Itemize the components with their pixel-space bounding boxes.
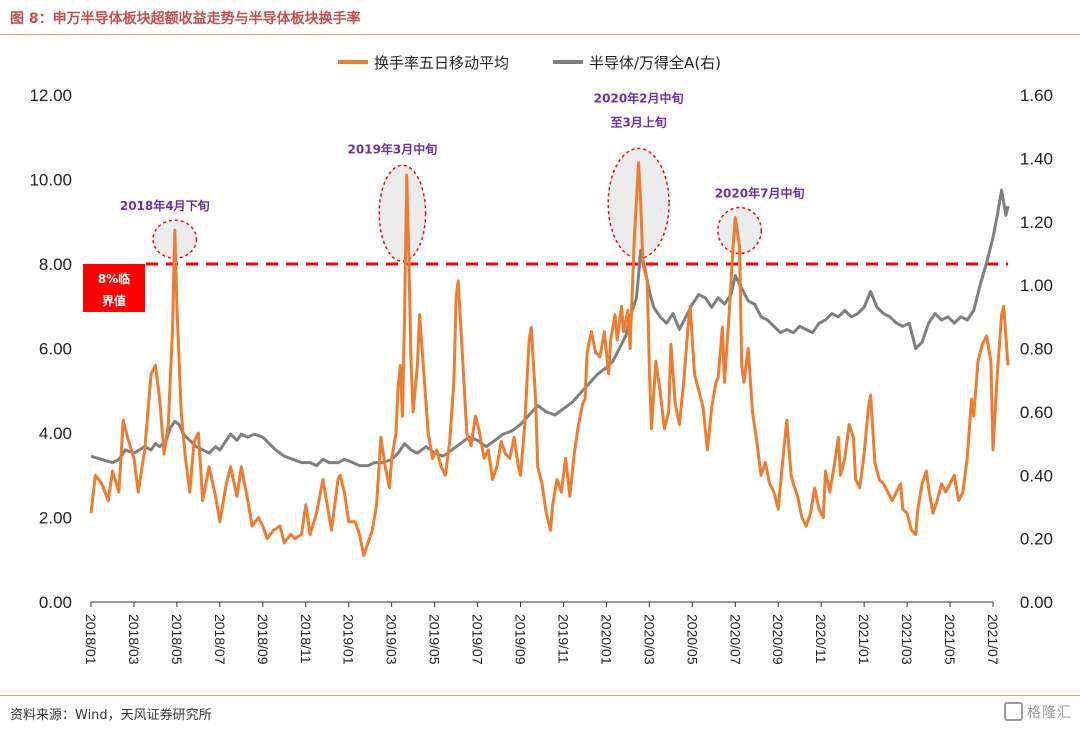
x-tick-label: 2019/03 <box>384 614 400 665</box>
x-tick-label: 2019/09 <box>513 614 529 665</box>
annotation-label: 2019年3月中旬 <box>348 141 438 156</box>
y-left-tick-label: 12.00 <box>29 86 72 105</box>
threshold-label-text: 8%临 <box>98 271 130 286</box>
highlight-ellipse <box>378 164 427 263</box>
y-left-tick-label: 0.00 <box>39 593 72 612</box>
x-tick-label: 2018/07 <box>212 614 228 665</box>
annotation-label: 2018年4月下旬 <box>120 198 210 213</box>
bottom-divider <box>0 695 1080 696</box>
x-tick-label: 2018/09 <box>255 614 271 665</box>
x-tick-label: 2018/05 <box>169 614 185 665</box>
x-tick-label: 2018/11 <box>298 614 314 664</box>
watermark-logo-icon <box>1004 702 1023 721</box>
x-tick-label: 2021/07 <box>985 614 1001 665</box>
watermark-text: 格隆汇 <box>1027 705 1072 721</box>
legend-label: 换手率五日移动平均 <box>374 54 509 72</box>
x-tick-label: 2018/01 <box>83 614 99 665</box>
annotation-label: 至3月上旬 <box>610 114 666 129</box>
x-tick-label: 2020/07 <box>727 614 743 665</box>
threshold-label-box <box>83 264 145 312</box>
x-tick-label: 2020/03 <box>641 614 657 665</box>
y-right-tick-label: 0.80 <box>1020 340 1053 359</box>
x-tick-label: 2021/01 <box>856 614 872 665</box>
source-note: 资料来源：Wind，天风证券研究所 <box>10 708 212 723</box>
y-right-tick-label: 0.00 <box>1020 593 1053 612</box>
chart-axes: 2018/01 2018/03 2018/05 2018/07 2018/09 2018/… <box>29 86 1053 665</box>
y-right-tick-label: 0.40 <box>1020 466 1053 485</box>
series-line-relative-strength <box>90 188 1010 468</box>
x-tick-label: 2020/11 <box>813 614 829 664</box>
annotation-label: 2020年7月中旬 <box>715 186 805 201</box>
y-right-tick-label: 0.20 <box>1020 530 1053 549</box>
y-left-tick-label: 10.00 <box>29 171 72 190</box>
x-tick-label: 2021/03 <box>899 614 915 665</box>
series-line-turnover <box>89 161 1010 557</box>
annotation-label: 2020年2月中旬 <box>594 90 684 105</box>
y-right-tick-label: 1.20 <box>1020 213 1053 232</box>
x-tick-label: 2020/05 <box>684 614 700 665</box>
y-left-tick-label: 8.00 <box>39 255 72 274</box>
series-lines <box>89 161 1010 557</box>
figure-title: 图 8：申万半导体板块超额收益走势与半导体板块换手率 <box>10 11 361 27</box>
x-tick-label: 2019/07 <box>470 614 486 665</box>
highlight-ellipse <box>717 206 763 255</box>
threshold-label-text: 界值 <box>102 293 126 308</box>
top-divider <box>0 34 1080 35</box>
x-tick-label: 2020/01 <box>598 614 614 665</box>
y-left-tick-label: 4.00 <box>39 424 72 443</box>
y-right-tick-label: 1.60 <box>1020 86 1053 105</box>
x-tick-label: 2019/11 <box>555 614 571 664</box>
legend-label: 半导体/万得全A(右) <box>589 54 721 72</box>
x-tick-label: 2019/01 <box>341 614 357 665</box>
watermark: 格隆汇 <box>1004 702 1072 722</box>
x-tick-label: 2018/03 <box>126 614 142 665</box>
legend: 换手率五日移动平均 半导体/万得全A(右) <box>338 54 721 72</box>
threshold-group: 8%临界值 <box>83 262 1008 312</box>
y-left-tick-label: 2.00 <box>39 509 72 528</box>
x-tick-label: 2019/05 <box>427 614 443 665</box>
y-right-tick-label: 0.60 <box>1020 403 1053 422</box>
y-right-tick-label: 1.00 <box>1020 276 1053 295</box>
x-tick-label: 2020/09 <box>770 614 786 665</box>
y-right-tick-label: 1.40 <box>1020 149 1053 168</box>
x-tick-label: 2021/05 <box>942 614 958 665</box>
y-left-tick-label: 6.00 <box>39 340 72 359</box>
